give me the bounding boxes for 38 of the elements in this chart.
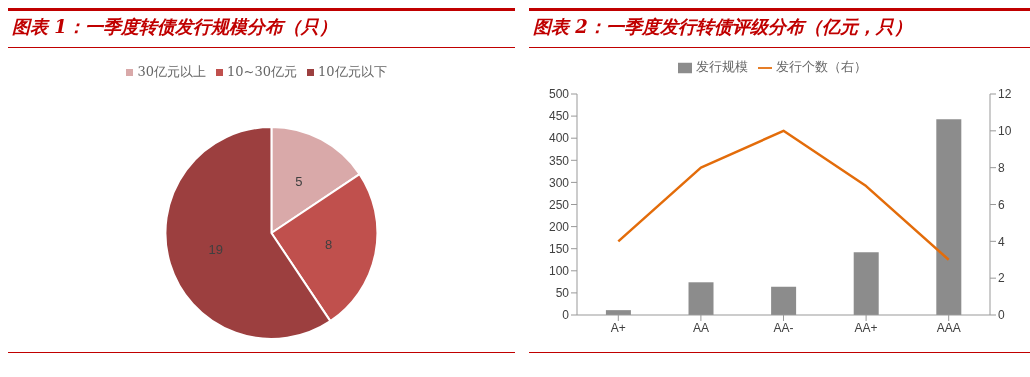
data-label: 19 bbox=[208, 242, 223, 258]
y-tick-label: 400 bbox=[548, 131, 570, 146]
y2-tick-label: 4 bbox=[998, 234, 1005, 249]
x-tick-label: AA+ bbox=[854, 320, 878, 335]
y2-tick-label: 10 bbox=[998, 124, 1012, 139]
y-tick-label: 200 bbox=[548, 219, 570, 234]
y-tick-label: 450 bbox=[548, 109, 570, 124]
line-series bbox=[617, 129, 950, 261]
bar bbox=[936, 119, 962, 315]
legend-label: 10~30亿元 bbox=[227, 64, 297, 79]
y-tick-label: 250 bbox=[548, 197, 570, 212]
y2-tick-label: 6 bbox=[998, 197, 1005, 212]
y-tick-label: 50 bbox=[555, 286, 570, 301]
y-tick-label: 350 bbox=[548, 153, 570, 168]
data-label: 8 bbox=[325, 236, 333, 252]
legend-label: 发行个数（右） bbox=[776, 59, 867, 74]
legend-label: 30亿元以上 bbox=[137, 64, 206, 79]
y-tick-label: 500 bbox=[548, 87, 570, 102]
x-tick-label: AA- bbox=[773, 320, 794, 335]
data-label: 5 bbox=[295, 174, 303, 190]
bar bbox=[853, 252, 879, 315]
bar bbox=[771, 286, 797, 315]
y-tick-label: 100 bbox=[548, 264, 570, 279]
chart-title: 图表 2：一季度发行转债评级分布（亿元，只） bbox=[533, 16, 912, 37]
chart-title: 图表 1：一季度转债发行规模分布（只） bbox=[12, 16, 337, 37]
y-tick-label: 150 bbox=[548, 241, 570, 256]
y2-tick-label: 0 bbox=[998, 308, 1005, 323]
bar bbox=[688, 282, 714, 315]
y2-tick-label: 2 bbox=[998, 271, 1005, 286]
x-tick-label: A+ bbox=[610, 320, 626, 335]
x-tick-label: AAA bbox=[936, 320, 961, 335]
y-tick-label: 300 bbox=[548, 175, 570, 190]
y2-tick-label: 12 bbox=[998, 87, 1012, 102]
x-tick-label: AA bbox=[692, 320, 709, 335]
y2-tick-label: 8 bbox=[998, 160, 1005, 175]
y-tick-label: 0 bbox=[562, 308, 570, 323]
legend-label: 10亿元以下 bbox=[317, 64, 387, 79]
legend-label: 发行规模 bbox=[696, 59, 748, 74]
